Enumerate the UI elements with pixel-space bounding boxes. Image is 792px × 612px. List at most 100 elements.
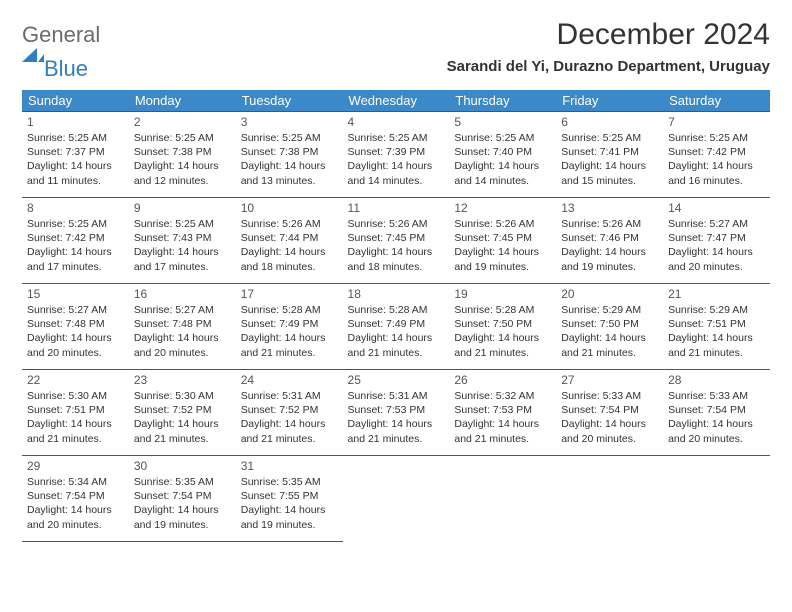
calendar-cell: 11 Sunrise: 5:26 AMSunset: 7:45 PMDayligh… — [343, 198, 450, 284]
day-number: 11 — [348, 201, 445, 215]
day-header: Thursday — [449, 90, 556, 112]
calendar-cell — [663, 456, 770, 542]
day-number: 9 — [134, 201, 231, 215]
day-number: 10 — [241, 201, 338, 215]
day-info: Sunrise: 5:32 AMSunset: 7:53 PMDaylight:… — [454, 389, 551, 446]
day-number: 7 — [668, 115, 765, 129]
calendar-cell: 21Sunrise: 5:29 AMSunset: 7:51 PMDayligh… — [663, 284, 770, 370]
day-header: Monday — [129, 90, 236, 112]
day-number: 20 — [561, 287, 658, 301]
calendar-cell: 15 Sunrise: 5:27 AMSunset: 7:48 PMDayligh… — [22, 284, 129, 370]
day-info: Sunrise: 5:25 AMSunset: 7:38 PMDaylight:… — [241, 131, 338, 188]
day-number: 14 — [668, 201, 765, 215]
day-info: Sunrise: 5:35 AMSunset: 7:55 PMDaylight:… — [241, 475, 338, 532]
calendar-cell: 18 Sunrise: 5:28 AMSunset: 7:49 PMDayligh… — [343, 284, 450, 370]
day-number: 6 — [561, 115, 658, 129]
calendar-cell: 5 Sunrise: 5:25 AMSunset: 7:40 PMDaylight… — [449, 112, 556, 198]
day-info: Sunrise: 5:27 AMSunset: 7:47 PMDaylight:… — [668, 217, 765, 274]
calendar-cell: 24Sunrise: 5:31 AMSunset: 7:52 PMDayligh… — [236, 370, 343, 456]
day-number: 27 — [561, 373, 658, 387]
day-number: 4 — [348, 115, 445, 129]
calendar-row: 1 Sunrise: 5:25 AMSunset: 7:37 PMDaylight… — [22, 112, 770, 198]
logo: General Blue — [22, 18, 100, 80]
day-number: 1 — [27, 115, 124, 129]
day-number: 22 — [27, 373, 124, 387]
day-number: 26 — [454, 373, 551, 387]
day-info: Sunrise: 5:26 AMSunset: 7:44 PMDaylight:… — [241, 217, 338, 274]
day-info: Sunrise: 5:28 AMSunset: 7:49 PMDaylight:… — [348, 303, 445, 360]
day-info: Sunrise: 5:35 AMSunset: 7:54 PMDaylight:… — [134, 475, 231, 532]
day-info: Sunrise: 5:25 AMSunset: 7:43 PMDaylight:… — [134, 217, 231, 274]
title-block: December 2024 Sarandi del Yi, Durazno De… — [447, 18, 770, 75]
day-number: 31 — [241, 459, 338, 473]
day-info: Sunrise: 5:25 AMSunset: 7:41 PMDaylight:… — [561, 131, 658, 188]
calendar-cell: 25Sunrise: 5:31 AMSunset: 7:53 PMDayligh… — [343, 370, 450, 456]
calendar-row: 22 Sunrise: 5:30 AMSunset: 7:51 PMDayligh… — [22, 370, 770, 456]
day-info: Sunrise: 5:25 AMSunset: 7:42 PMDaylight:… — [668, 131, 765, 188]
day-number: 15 — [27, 287, 124, 301]
day-info: Sunrise: 5:26 AMSunset: 7:46 PMDaylight:… — [561, 217, 658, 274]
day-info: Sunrise: 5:33 AMSunset: 7:54 PMDaylight:… — [668, 389, 765, 446]
calendar-cell: 10 Sunrise: 5:26 AMSunset: 7:44 PMDayligh… — [236, 198, 343, 284]
calendar-cell: 12 Sunrise: 5:26 AMSunset: 7:45 PMDayligh… — [449, 198, 556, 284]
day-info: Sunrise: 5:29 AMSunset: 7:50 PMDaylight:… — [561, 303, 658, 360]
day-number: 16 — [134, 287, 231, 301]
calendar-row: 8 Sunrise: 5:25 AMSunset: 7:42 PMDaylight… — [22, 198, 770, 284]
calendar-cell: 22 Sunrise: 5:30 AMSunset: 7:51 PMDayligh… — [22, 370, 129, 456]
day-info: Sunrise: 5:25 AMSunset: 7:39 PMDaylight:… — [348, 131, 445, 188]
calendar-table: SundayMondayTuesdayWednesdayThursdayFrid… — [22, 90, 770, 542]
calendar-cell: 20 Sunrise: 5:29 AMSunset: 7:50 PMDayligh… — [556, 284, 663, 370]
day-number: 21 — [668, 287, 765, 301]
calendar-cell: 19 Sunrise: 5:28 AMSunset: 7:50 PMDayligh… — [449, 284, 556, 370]
day-number: 8 — [27, 201, 124, 215]
calendar-cell — [449, 456, 556, 542]
day-info: Sunrise: 5:30 AMSunset: 7:52 PMDaylight:… — [134, 389, 231, 446]
day-header: Friday — [556, 90, 663, 112]
calendar-cell: 26 Sunrise: 5:32 AMSunset: 7:53 PMDayligh… — [449, 370, 556, 456]
calendar-body: 1 Sunrise: 5:25 AMSunset: 7:37 PMDaylight… — [22, 112, 770, 542]
day-info: Sunrise: 5:25 AMSunset: 7:40 PMDaylight:… — [454, 131, 551, 188]
calendar-cell: 13 Sunrise: 5:26 AMSunset: 7:46 PMDayligh… — [556, 198, 663, 284]
calendar-cell: 17Sunrise: 5:28 AMSunset: 7:49 PMDayligh… — [236, 284, 343, 370]
day-info: Sunrise: 5:33 AMSunset: 7:54 PMDaylight:… — [561, 389, 658, 446]
logo-text-general: General — [22, 22, 100, 47]
day-number: 12 — [454, 201, 551, 215]
day-number: 23 — [134, 373, 231, 387]
day-info: Sunrise: 5:26 AMSunset: 7:45 PMDaylight:… — [348, 217, 445, 274]
calendar-cell: 28Sunrise: 5:33 AMSunset: 7:54 PMDayligh… — [663, 370, 770, 456]
day-header: Wednesday — [343, 90, 450, 112]
day-info: Sunrise: 5:31 AMSunset: 7:52 PMDaylight:… — [241, 389, 338, 446]
calendar-cell: 7 Sunrise: 5:25 AMSunset: 7:42 PMDaylight… — [663, 112, 770, 198]
calendar-cell: 4 Sunrise: 5:25 AMSunset: 7:39 PMDaylight… — [343, 112, 450, 198]
calendar-cell: 16Sunrise: 5:27 AMSunset: 7:48 PMDayligh… — [129, 284, 236, 370]
calendar-cell: 31 Sunrise: 5:35 AMSunset: 7:55 PMDayligh… — [236, 456, 343, 542]
day-number: 5 — [454, 115, 551, 129]
day-info: Sunrise: 5:28 AMSunset: 7:50 PMDaylight:… — [454, 303, 551, 360]
day-number: 25 — [348, 373, 445, 387]
calendar-cell: 27 Sunrise: 5:33 AMSunset: 7:54 PMDayligh… — [556, 370, 663, 456]
day-info: Sunrise: 5:25 AMSunset: 7:37 PMDaylight:… — [27, 131, 124, 188]
day-number: 18 — [348, 287, 445, 301]
day-number: 13 — [561, 201, 658, 215]
day-info: Sunrise: 5:25 AMSunset: 7:42 PMDaylight:… — [27, 217, 124, 274]
calendar-row: 15 Sunrise: 5:27 AMSunset: 7:48 PMDayligh… — [22, 284, 770, 370]
day-number: 2 — [134, 115, 231, 129]
month-title: December 2024 — [447, 18, 770, 52]
calendar-cell: 9 Sunrise: 5:25 AMSunset: 7:43 PMDaylight… — [129, 198, 236, 284]
day-number: 19 — [454, 287, 551, 301]
calendar-cell: 29Sunrise: 5:34 AMSunset: 7:54 PMDayligh… — [22, 456, 129, 542]
calendar-cell: 6 Sunrise: 5:25 AMSunset: 7:41 PMDaylight… — [556, 112, 663, 198]
day-number: 30 — [134, 459, 231, 473]
day-info: Sunrise: 5:28 AMSunset: 7:49 PMDaylight:… — [241, 303, 338, 360]
day-header: Sunday — [22, 90, 129, 112]
calendar-cell: 1 Sunrise: 5:25 AMSunset: 7:37 PMDaylight… — [22, 112, 129, 198]
day-info: Sunrise: 5:26 AMSunset: 7:45 PMDaylight:… — [454, 217, 551, 274]
calendar-cell: 3Sunrise: 5:25 AMSunset: 7:38 PMDaylight… — [236, 112, 343, 198]
day-info: Sunrise: 5:27 AMSunset: 7:48 PMDaylight:… — [27, 303, 124, 360]
day-info: Sunrise: 5:30 AMSunset: 7:51 PMDaylight:… — [27, 389, 124, 446]
calendar-cell — [556, 456, 663, 542]
calendar-cell: 30 Sunrise: 5:35 AMSunset: 7:54 PMDayligh… — [129, 456, 236, 542]
day-header-row: SundayMondayTuesdayWednesdayThursdayFrid… — [22, 90, 770, 112]
day-header: Tuesday — [236, 90, 343, 112]
calendar-cell: 8 Sunrise: 5:25 AMSunset: 7:42 PMDaylight… — [22, 198, 129, 284]
